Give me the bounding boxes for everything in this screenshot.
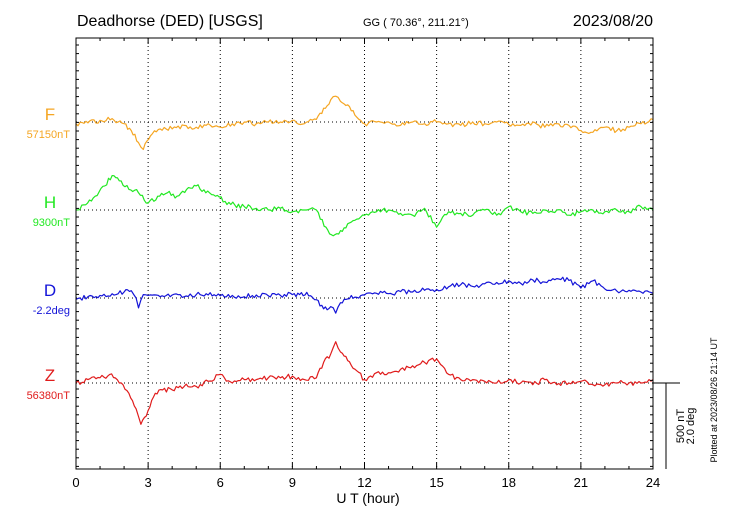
x-tick-label: 3 xyxy=(145,475,152,490)
x-tick-label: 0 xyxy=(72,475,79,490)
axis-ticks xyxy=(75,38,654,469)
series-baseline-z: 56380nT xyxy=(27,390,71,402)
station-title: Deadhorse (DED) [USGS] xyxy=(77,13,263,30)
series-labels: F 57150nT H 9300nT D -2.2deg Z 56380nT xyxy=(27,105,71,402)
x-tick-label: 6 xyxy=(217,475,224,490)
series-name-f: F xyxy=(45,105,55,124)
station-coords: GG ( 70.36°, 211.21°) xyxy=(363,17,469,29)
grid-lines xyxy=(147,38,582,469)
baseline-lines xyxy=(76,121,653,384)
x-tick-label: 18 xyxy=(502,475,516,490)
x-tick-label: 9 xyxy=(289,475,296,490)
series-baseline-f: 57150nT xyxy=(27,129,71,141)
x-tick-label: 24 xyxy=(646,475,660,490)
trace-z xyxy=(75,341,654,425)
plot-date: 2023/08/20 xyxy=(573,13,653,30)
data-traces xyxy=(75,95,654,425)
x-axis-label: U T (hour) xyxy=(336,490,399,506)
x-tick-label: 12 xyxy=(357,475,371,490)
series-name-z: Z xyxy=(45,366,55,385)
trace-h xyxy=(75,175,654,237)
plotted-timestamp: Plotted at 2023/08/26 21:14 UT xyxy=(709,337,719,463)
series-name-h: H xyxy=(44,193,56,212)
trace-f xyxy=(75,95,654,151)
scale-nt-label: 500 nT xyxy=(675,409,687,444)
trace-d xyxy=(75,276,654,314)
series-baseline-d: -2.2deg xyxy=(33,305,70,317)
x-tick-label: 15 xyxy=(429,475,443,490)
x-tick-labels: 0 3 6 9 12 15 18 21 24 xyxy=(72,475,660,490)
x-tick-label: 21 xyxy=(574,475,588,490)
scale-deg-label: 2.0 deg xyxy=(685,408,697,445)
series-baseline-h: 9300nT xyxy=(33,217,71,229)
series-name-d: D xyxy=(44,281,56,300)
